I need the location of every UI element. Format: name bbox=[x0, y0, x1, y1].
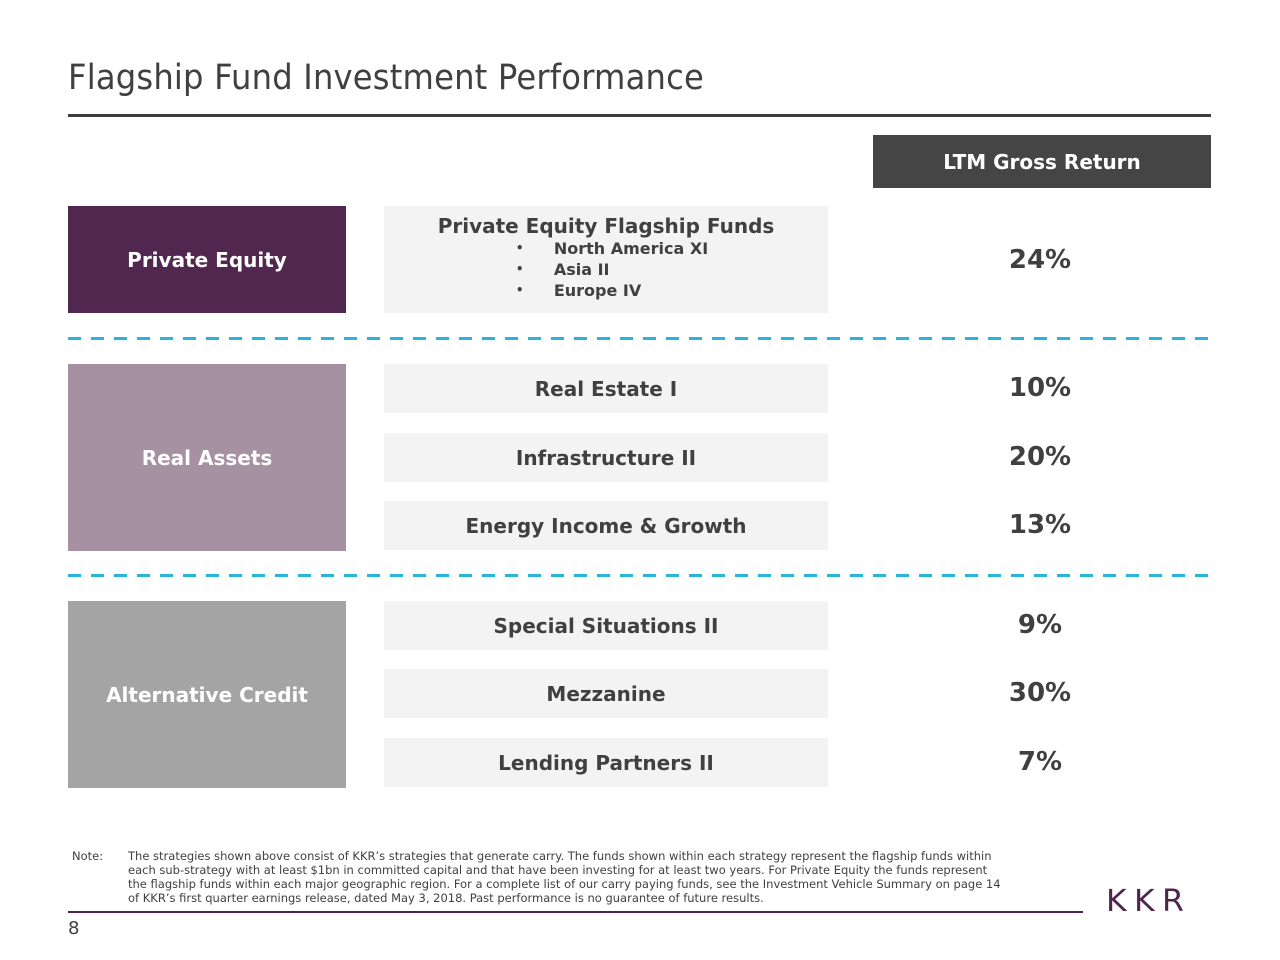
bullet-icon: • bbox=[515, 241, 524, 255]
page-number: 8 bbox=[68, 918, 80, 939]
return-infrastructure-ii: 20% bbox=[1008, 442, 1072, 472]
note-line: each sub-strategy with at least $1bn in … bbox=[128, 863, 988, 877]
category-private-equity: Private Equity bbox=[68, 206, 346, 313]
return-real-estate-i: 10% bbox=[1008, 373, 1072, 403]
fund-name: Asia II bbox=[553, 260, 610, 279]
fund-mezzanine: Mezzanine bbox=[384, 669, 828, 718]
category-real-assets: Real Assets bbox=[68, 364, 346, 551]
kkr-logo: KKR bbox=[1105, 884, 1192, 919]
private-equity-funds-box: Private Equity Flagship Funds • North Ame… bbox=[384, 206, 828, 313]
return-energy-income-growth: 13% bbox=[1008, 510, 1072, 540]
footer-divider bbox=[68, 911, 1083, 913]
fund-special-situations-ii: Special Situations II bbox=[384, 601, 828, 650]
fund-energy-income-growth: Energy Income & Growth bbox=[384, 501, 828, 550]
section-divider bbox=[68, 337, 1211, 340]
list-item: • Asia II bbox=[516, 259, 708, 280]
note-line: of KKR’s first quarter earnings release,… bbox=[128, 891, 764, 905]
bullet-icon: • bbox=[515, 283, 524, 297]
page-title: Flagship Fund Investment Performance bbox=[68, 58, 704, 98]
category-alternative-credit: Alternative Credit bbox=[68, 601, 346, 788]
ltm-gross-return-header: LTM Gross Return bbox=[873, 135, 1211, 188]
list-item: • North America XI bbox=[516, 238, 708, 259]
fund-infrastructure-ii: Infrastructure II bbox=[384, 433, 828, 482]
section-divider bbox=[68, 574, 1211, 577]
bullet-icon: • bbox=[515, 262, 524, 276]
return-special-situations-ii: 9% bbox=[1017, 610, 1063, 640]
private-equity-fund-list: • North America XI • Asia II • Europe IV bbox=[516, 238, 708, 301]
return-private-equity: 24% bbox=[1008, 245, 1072, 275]
note-text: The strategies shown above consist of KK… bbox=[128, 849, 1088, 905]
fund-name: North America XI bbox=[553, 239, 709, 258]
fund-lending-partners-ii: Lending Partners II bbox=[384, 738, 828, 787]
note-line: The strategies shown above consist of KK… bbox=[128, 849, 992, 863]
note-label: Note: bbox=[72, 849, 104, 863]
title-divider bbox=[68, 114, 1211, 117]
note-line: the flagship funds within each major geo… bbox=[128, 877, 1001, 891]
fund-name: Europe IV bbox=[553, 281, 642, 300]
private-equity-funds-heading: Private Equity Flagship Funds bbox=[437, 214, 775, 238]
return-mezzanine: 30% bbox=[1008, 678, 1072, 708]
list-item: • Europe IV bbox=[516, 280, 708, 301]
return-lending-partners-ii: 7% bbox=[1017, 747, 1063, 777]
fund-real-estate-i: Real Estate I bbox=[384, 364, 828, 413]
